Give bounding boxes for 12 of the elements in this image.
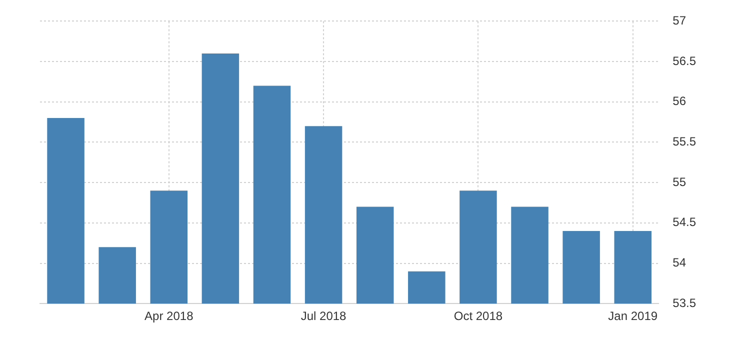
x-tick-label: Apr 2018: [144, 309, 194, 324]
y-tick-label: 56.5: [672, 54, 696, 68]
y-tick-label: 53.5: [672, 296, 696, 310]
x-tick-label: Jul 2018: [300, 309, 347, 324]
y-tick-label: 55.5: [672, 134, 696, 149]
y-tick-label: 54.5: [672, 215, 696, 230]
y-tick-label: 55: [672, 174, 686, 189]
x-tick-label: Jan 2019: [608, 309, 658, 324]
x-tick-label: Oct 2018: [454, 309, 503, 324]
y-tick-label: 56: [672, 94, 686, 108]
y-tick-label: 57: [672, 14, 686, 28]
y-tick-label: 54: [672, 256, 686, 270]
